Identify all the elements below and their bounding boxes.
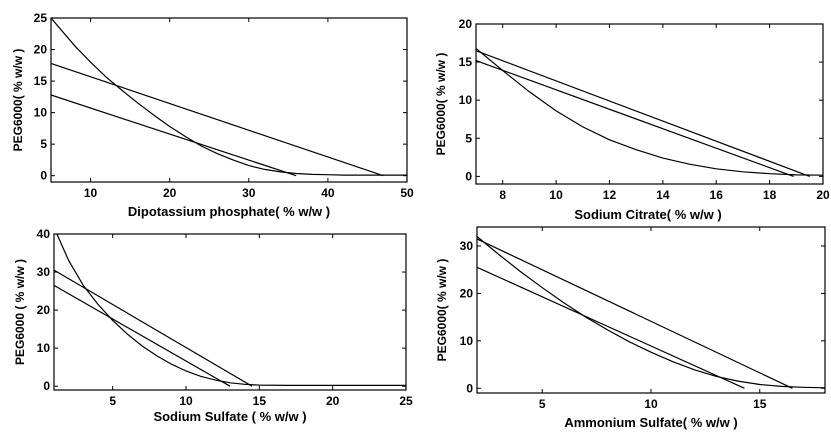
y-tick-label: 30 [460,239,474,253]
y-tick-label: 20 [460,286,474,300]
y-tick-label: 20 [459,17,473,31]
x-axis-label: Ammonium Sulfate( % w/w ) [564,415,737,430]
y-tick-label: 25 [34,11,48,25]
binodal-curve [50,17,407,176]
y-tick-label: 0 [465,169,472,183]
y-tick-label: 0 [40,169,47,183]
x-tick-label: 12 [603,188,617,202]
y-axis-label: PEG6000 ( % w/w ) [13,259,27,365]
x-tick-label: 20 [326,394,340,408]
x-tick-label: 15 [253,394,267,408]
y-axis-label: PEG6000( % w/w ) [11,49,25,152]
binodal-curve [56,233,406,386]
tie-line-2 [476,266,745,389]
x-tick-label: 20 [163,186,177,200]
y-tick-label: 10 [37,341,51,355]
y-tick-label: 5 [40,137,47,151]
plot-frame [475,23,824,185]
x-tick-label: 10 [179,394,193,408]
tie-line-2 [50,94,297,177]
chart-panel-2: 8 10 12 14 16 18 20 0 5 10 15 20 Sodium Citrate( % w… [434,17,830,222]
y-tick-label: 10 [460,334,474,348]
y-tick-label: 40 [37,227,51,241]
tie-line-1 [475,50,810,177]
y-axis-label: PEG6000( % w/w ) [434,53,448,156]
x-tick-label: 18 [763,188,777,202]
chart-panel-1: 10 20 30 40 50 0 5 10 15 20 25 Dipotassium phosphat… [11,11,414,219]
y-tick-label: 0 [43,379,50,393]
x-tick-label: 16 [710,188,724,202]
x-tick-label: 30 [242,186,256,200]
x-tick-label: 5 [109,394,116,408]
x-tick-label: 8 [499,188,506,202]
tie-line-1 [53,269,253,387]
x-tick-label: 50 [400,186,414,200]
y-tick-label: 15 [34,74,48,88]
plot-frame [53,233,407,391]
tie-line-1 [476,238,793,389]
tie-line-1 [50,62,384,177]
y-tick-label: 10 [34,106,48,120]
y-axis-label: PEG6000( % w/w ) [435,259,449,362]
x-tick-label: 10 [84,186,98,200]
chart-panel-3: 5 10 15 20 25 0 10 20 30 40 Sodium Sulfate ( % w/w… [13,227,413,424]
x-axis-label: Sodium Citrate( % w/w ) [574,207,721,222]
x-axis-label: Sodium Sulfate ( % w/w ) [153,409,306,424]
binodal-curve [475,47,824,176]
y-tick-label: 10 [459,93,473,107]
y-tick-label: 5 [465,131,472,145]
x-tick-label: 5 [539,397,546,411]
x-tick-label: 15 [753,397,767,411]
y-tick-label: 30 [37,265,51,279]
binodal-curve [476,236,826,389]
tie-line-2 [475,60,794,177]
y-tick-label: 20 [37,303,51,317]
x-axis-label: Dipotassium phosphate( % w/w ) [128,204,330,219]
tie-line-2 [53,284,231,387]
plot-frame [476,226,826,394]
x-tick-label: 25 [399,394,413,408]
plot-frame [50,17,408,183]
x-tick-label: 10 [644,397,658,411]
chart-panel-4: 5 10 15 0 10 20 30 Ammonium Sulfate( % w/w ) PEG… [435,226,826,430]
y-tick-label: 15 [459,55,473,69]
x-tick-label: 40 [321,186,335,200]
x-tick-label: 14 [656,188,670,202]
y-tick-label: 0 [466,381,473,395]
x-tick-label: 20 [816,188,830,202]
y-tick-label: 20 [34,43,48,57]
x-tick-label: 10 [549,188,563,202]
